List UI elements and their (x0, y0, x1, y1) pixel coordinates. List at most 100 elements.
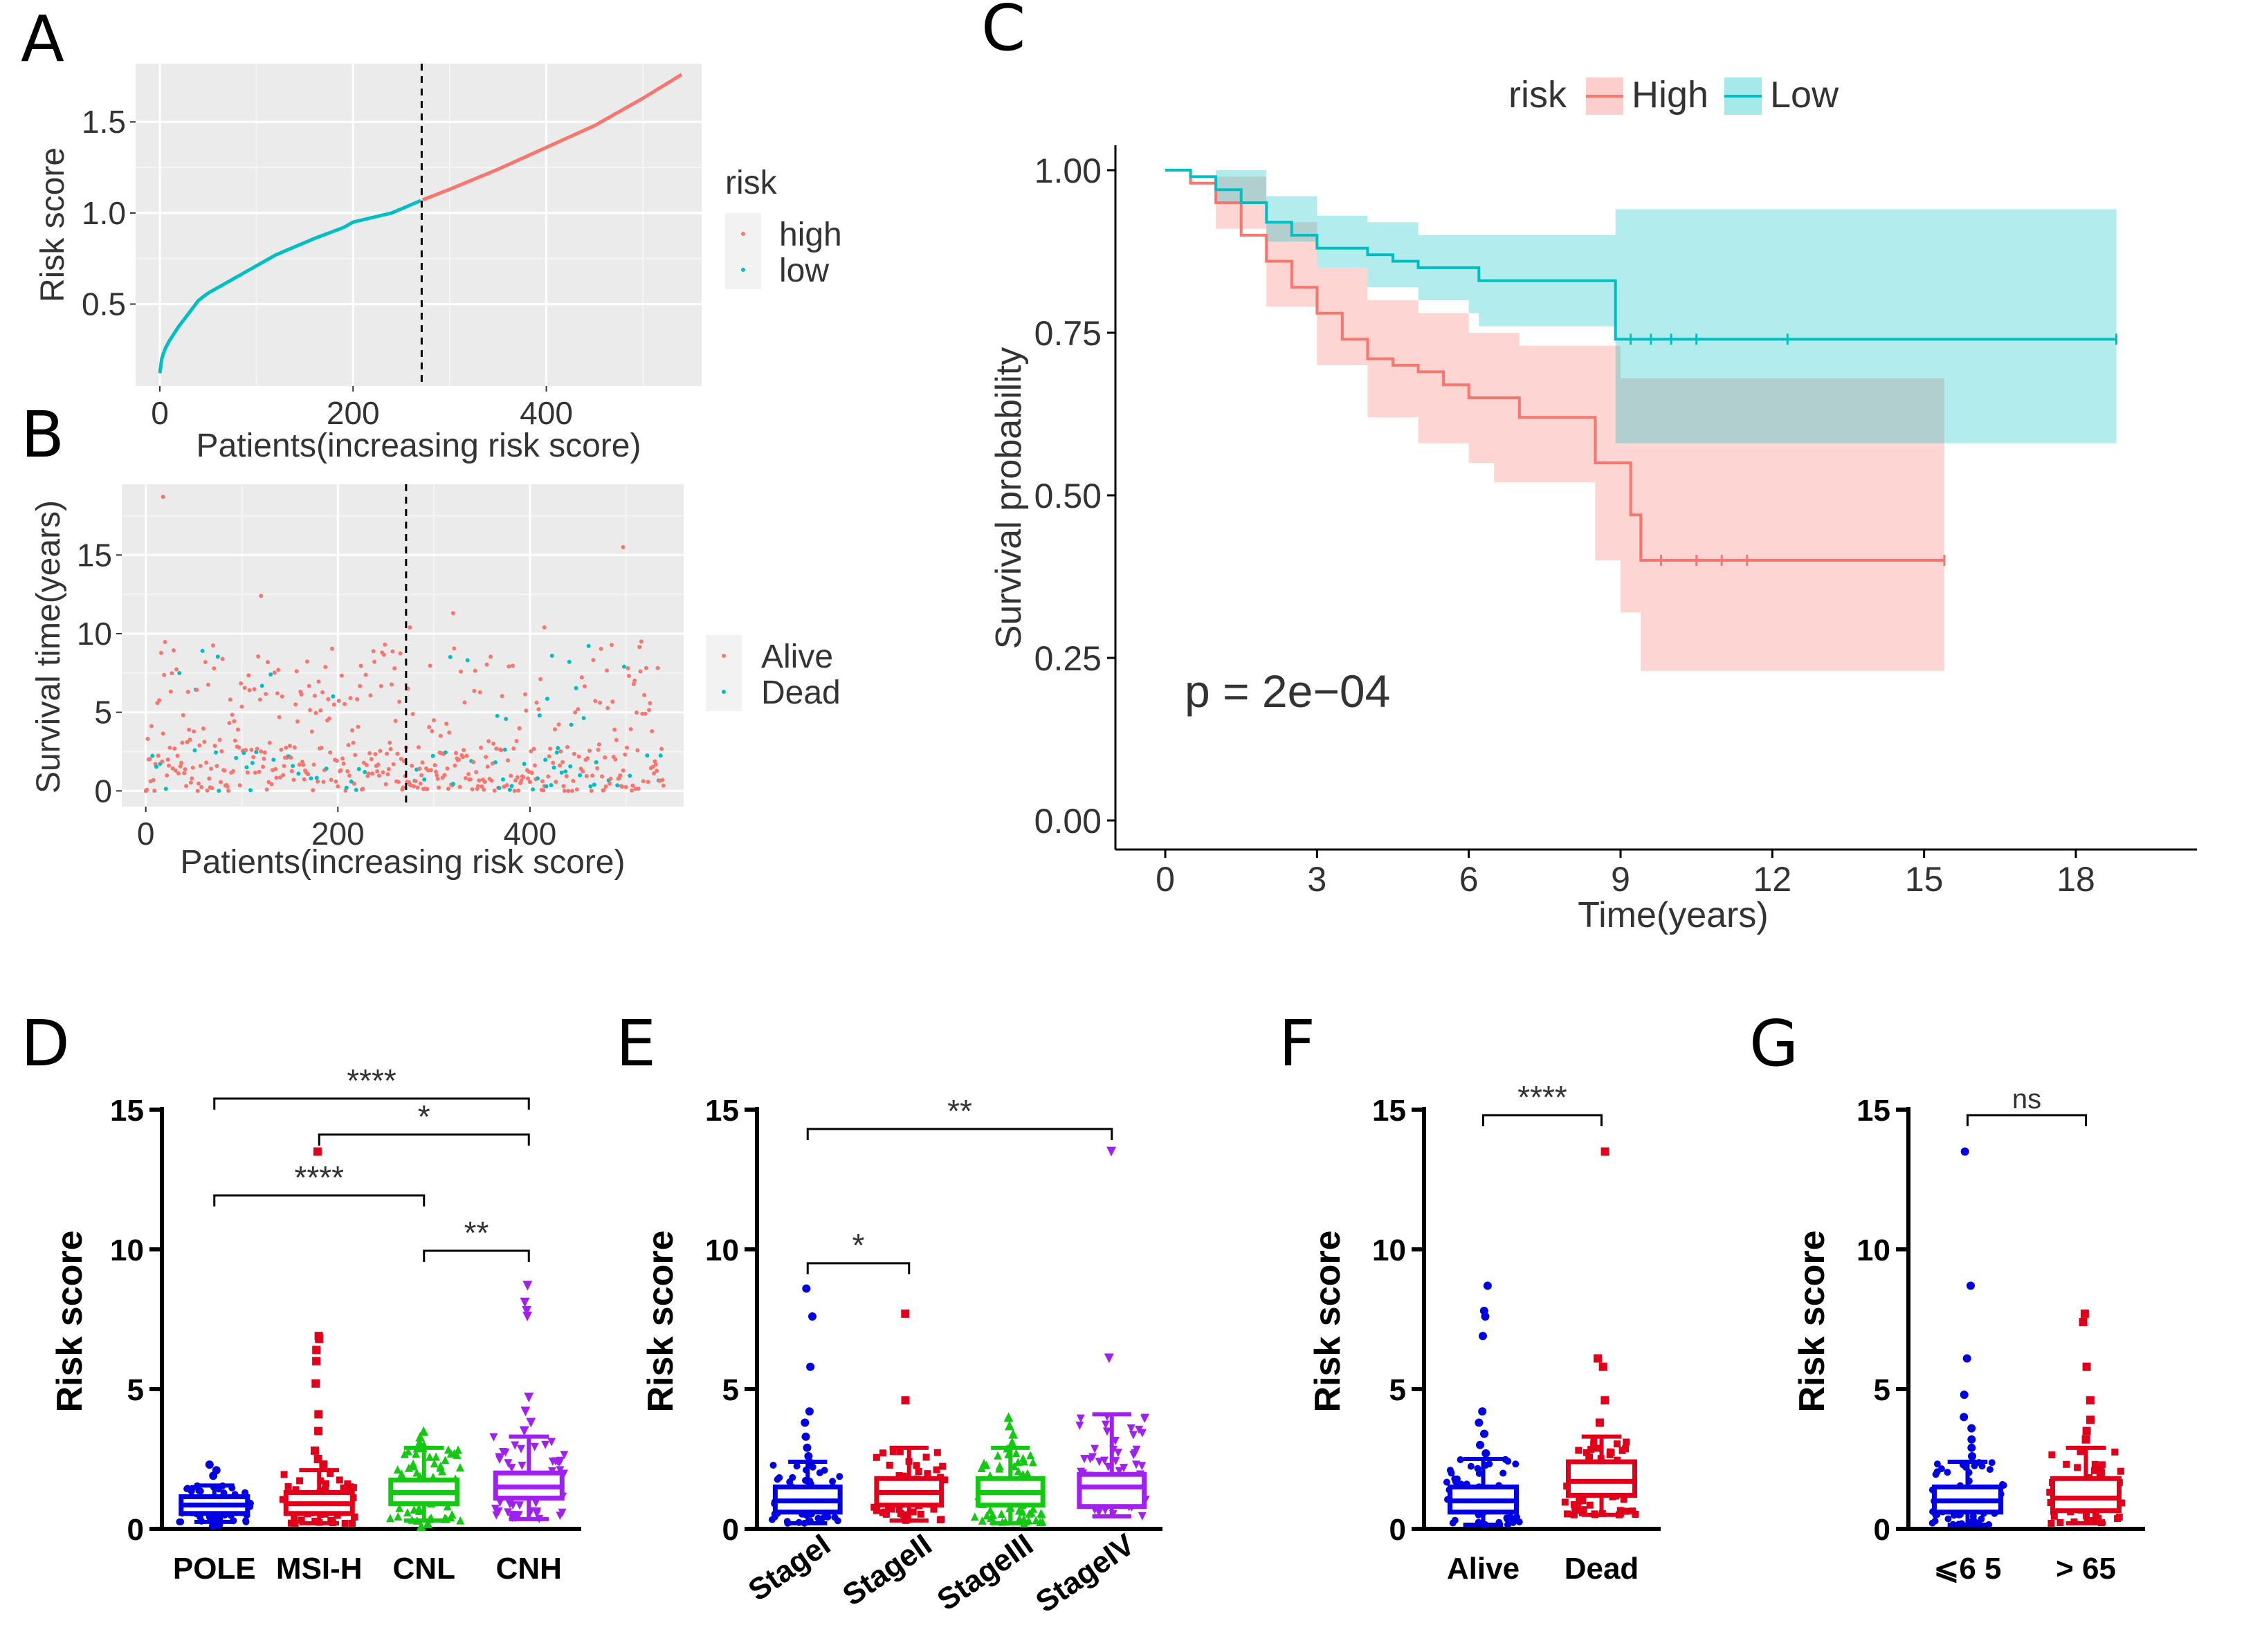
tick-label-y: 0 (127, 1513, 144, 1547)
data-point (314, 1410, 323, 1419)
dead-patient-point (495, 713, 500, 718)
alive-patient-point (369, 757, 374, 762)
data-point (1571, 1500, 1578, 1508)
data-point (532, 1509, 541, 1518)
alive-patient-point (532, 763, 537, 768)
data-point (1026, 1451, 1035, 1460)
tick-label-y: 0.75 (1034, 314, 1102, 353)
data-point (901, 1396, 910, 1405)
significance-bracket (213, 1097, 530, 1110)
alive-patient-point (646, 780, 650, 784)
alive-patient-point (418, 781, 423, 786)
alive-patient-point (301, 762, 306, 767)
alive-patient-point (302, 777, 307, 782)
alive-patient-point (188, 780, 193, 785)
tick-label-y: 1.5 (82, 104, 126, 140)
data-point (509, 1501, 518, 1510)
alive-patient-point (167, 745, 172, 750)
alive-patient-point (388, 746, 393, 751)
dead-patient-point (234, 755, 239, 760)
alive-patient-point (368, 693, 373, 698)
dead-patient-point (214, 750, 218, 755)
data-point (446, 1449, 455, 1458)
panel-b-legend-alive-key (722, 654, 726, 658)
panel-b-legend-keys (706, 635, 742, 711)
alive-patient-point (378, 683, 383, 688)
data-point (933, 1466, 940, 1474)
alive-patient-point (309, 729, 314, 734)
data-point (1449, 1519, 1457, 1527)
alive-patient-point (282, 764, 286, 769)
alive-patient-point (554, 780, 558, 784)
alive-patient-point (428, 768, 433, 773)
alive-patient-point (489, 778, 494, 783)
alive-patient-point (352, 781, 356, 786)
alive-patient-point (548, 746, 553, 751)
tick-label-y: 0.25 (1034, 639, 1102, 678)
data-point (1102, 1427, 1111, 1436)
data-point (2063, 1460, 2070, 1468)
alive-patient-point (387, 740, 392, 745)
data-point (1960, 1147, 1969, 1156)
alive-patient-point (341, 761, 346, 766)
significance-label: ns (2012, 1084, 2041, 1114)
alive-patient-point (251, 755, 256, 760)
alive-patient-point (551, 760, 556, 765)
data-point (426, 1452, 435, 1461)
alive-patient-point (536, 707, 541, 712)
alive-patient-point (280, 694, 284, 699)
alive-patient-point (373, 752, 378, 757)
dead-patient-point (296, 771, 301, 776)
data-point (515, 1501, 524, 1510)
alive-patient-point (570, 789, 574, 793)
data-point (511, 1441, 520, 1450)
data-point (983, 1511, 992, 1520)
dead-patient-point (354, 787, 358, 792)
data-point (1106, 1146, 1117, 1157)
alive-patient-point (618, 773, 623, 778)
data-point (1138, 1462, 1147, 1471)
data-point (547, 1438, 556, 1447)
data-point (873, 1453, 880, 1461)
panel-b-legend-alive: Alive (761, 639, 833, 675)
alive-patient-point (253, 770, 257, 775)
alive-patient-point (197, 781, 201, 786)
alive-patient-point (232, 719, 237, 724)
alive-patient-point (326, 697, 331, 701)
alive-patient-point (489, 654, 493, 659)
alive-patient-point (583, 684, 587, 689)
data-point (882, 1508, 889, 1516)
tick-label-y: 15 (77, 537, 112, 573)
alive-patient-point (571, 778, 576, 783)
alive-patient-point (598, 700, 603, 705)
tick-label-y: 0.00 (1034, 802, 1102, 841)
box (1077, 1471, 1147, 1509)
alive-patient-point (500, 694, 504, 699)
data-point (1018, 1507, 1027, 1516)
alive-patient-point (659, 746, 664, 751)
alive-patient-point (457, 784, 462, 789)
alive-patient-point (361, 760, 366, 765)
significance-bracket (806, 1128, 1113, 1140)
alive-patient-point (316, 679, 321, 684)
alive-patient-point (205, 788, 210, 793)
alive-patient-point (605, 706, 610, 710)
data-point (1593, 1444, 1600, 1452)
data-point (555, 1458, 564, 1467)
data-point (804, 1452, 813, 1460)
alive-patient-point (307, 683, 311, 688)
alive-patient-point (269, 782, 274, 787)
data-point (2095, 1515, 2102, 1523)
alive-patient-point (293, 702, 298, 707)
data-point (2056, 1518, 2064, 1526)
category-label: ⩽6 5 (1933, 1552, 2001, 1586)
alive-patient-point (316, 779, 320, 784)
data-point (385, 1514, 394, 1523)
data-point (205, 1460, 214, 1469)
data-point (1479, 1332, 1487, 1341)
alive-patient-point (596, 747, 601, 752)
alive-patient-point (203, 660, 208, 664)
alive-patient-point (348, 696, 353, 701)
data-point (896, 1448, 904, 1456)
data-point (524, 1393, 534, 1403)
